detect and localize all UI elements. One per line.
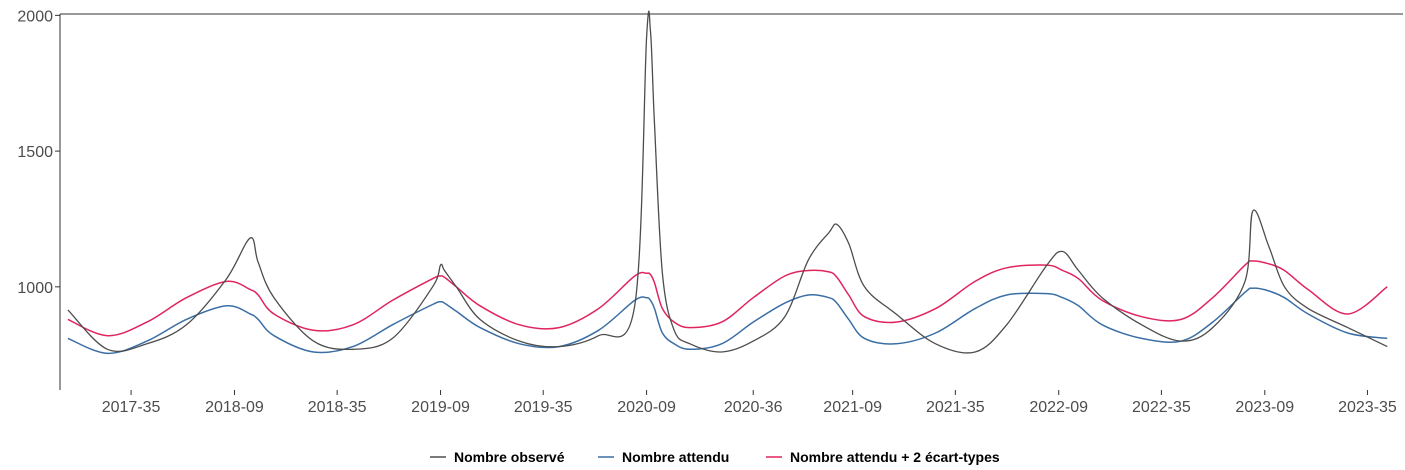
x-tick-label: 2018-09 <box>205 399 264 416</box>
series-line-0 <box>67 10 1388 354</box>
y-tick-label: 2000 <box>17 8 53 25</box>
x-tick-label: 2020-09 <box>617 399 676 416</box>
x-tick-label: 2020-36 <box>724 399 783 416</box>
series-lines <box>67 10 1388 355</box>
legend-label: Nombre observé <box>454 449 565 465</box>
x-tick-label: 2023-09 <box>1235 399 1294 416</box>
x-tick-label: 2018-35 <box>308 399 367 416</box>
x-tick-label: 2019-35 <box>514 399 573 416</box>
x-tick-label: 2022-09 <box>1029 399 1088 416</box>
x-tick-label: 2023-35 <box>1338 399 1397 416</box>
x-tick-label: 2021-35 <box>926 399 985 416</box>
x-tick-label: 2017-35 <box>102 399 161 416</box>
legend-label: Nombre attendu <box>622 449 729 465</box>
legend: Nombre observé Nombre attendu Nombre atten… <box>430 449 1000 465</box>
x-tick-label: 2019-09 <box>411 399 470 416</box>
x-tick-label: 2021-09 <box>823 399 882 416</box>
axes: 1000 1500 2000 2017-35 2018-09 2018-35 2019-09… <box>17 8 1403 416</box>
series-line-1 <box>67 287 1388 355</box>
y-tick-label: 1500 <box>17 144 53 161</box>
y-tick-label: 1000 <box>17 280 53 297</box>
x-tick-label: 2022-35 <box>1132 399 1191 416</box>
legend-label: Nombre attendu + 2 écart-types <box>790 449 1000 465</box>
series-line-2 <box>67 260 1388 337</box>
